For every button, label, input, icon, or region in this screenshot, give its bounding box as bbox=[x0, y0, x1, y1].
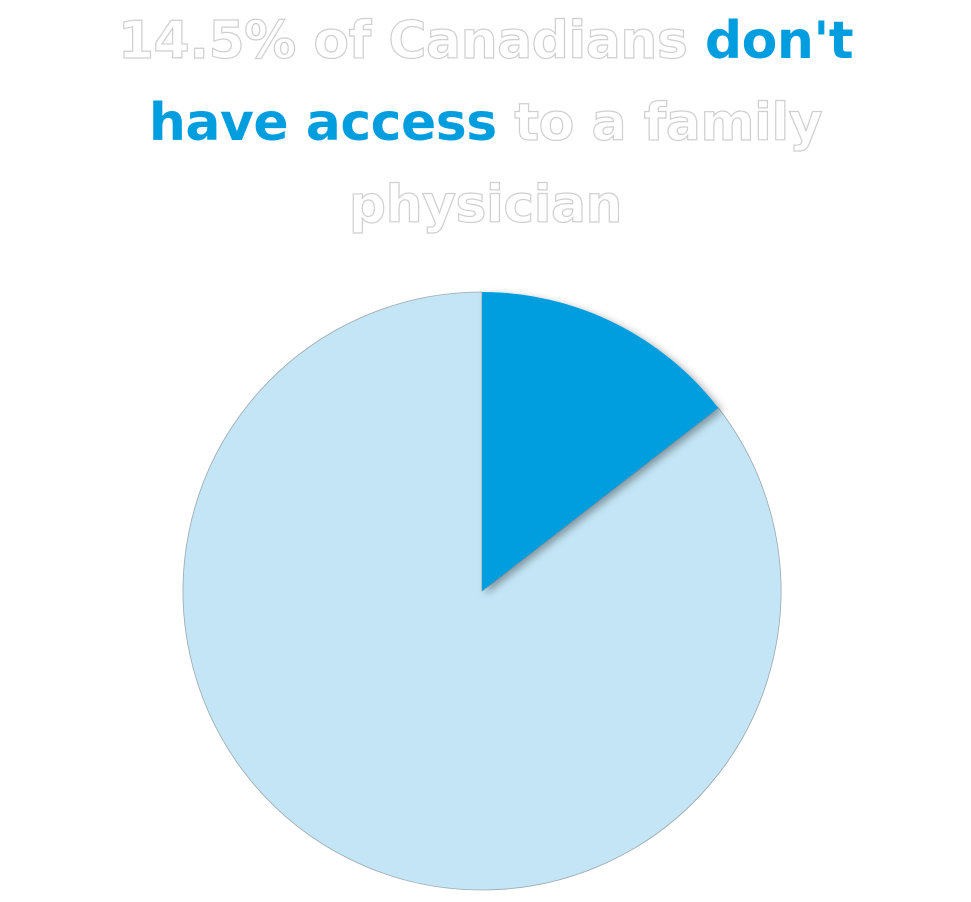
pie-slices bbox=[182, 291, 782, 891]
headline-text-outline-3: physician bbox=[348, 174, 623, 235]
headline-line-1: 14.5% of Canadians don't bbox=[0, 0, 971, 82]
headline-text-accent-2: have access bbox=[148, 93, 497, 153]
headline-text-accent-1: don't bbox=[704, 11, 854, 71]
pie-chart-container bbox=[0, 260, 971, 902]
pie-slice-remainder bbox=[182, 291, 782, 891]
headline-text-outline-2: to a family bbox=[496, 92, 824, 153]
headline-line-2: have access to a family bbox=[0, 82, 971, 164]
pie-slice-highlight bbox=[482, 292, 719, 591]
headline-line-3: physician bbox=[0, 164, 971, 246]
headline-text-outline-1: 14.5% of Canadians bbox=[117, 10, 705, 71]
pie-chart bbox=[182, 291, 782, 891]
headline: 14.5% of Canadians don't have access to … bbox=[0, 0, 971, 246]
